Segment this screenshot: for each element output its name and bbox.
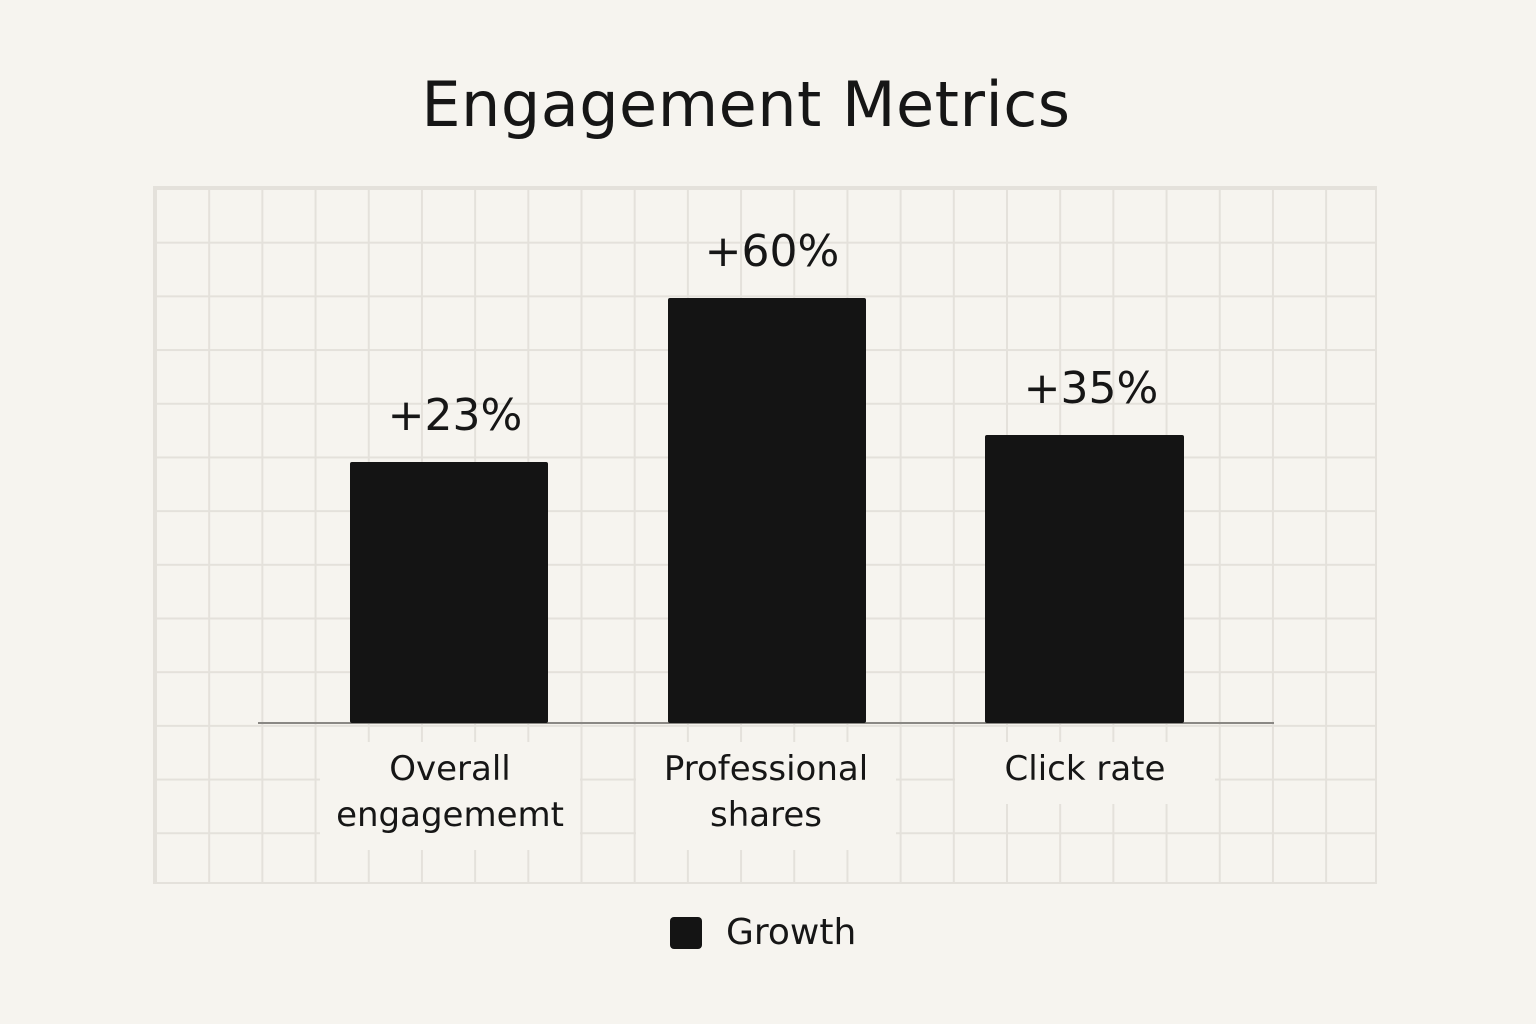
category-label-line: engagememt <box>336 795 564 835</box>
category-label-line: Click rate <box>1004 749 1166 789</box>
category-label-professional-shares: Professional shares <box>636 742 896 850</box>
value-label-click-rate: +35% <box>1023 363 1159 414</box>
bar-professional-shares <box>668 298 866 723</box>
chart-title: Engagement Metrics <box>421 68 1071 141</box>
x-axis-baseline <box>258 722 1274 724</box>
value-label-overall-engagement: +23% <box>387 390 523 441</box>
legend-label: Growth <box>726 912 857 953</box>
category-label-line: Professional <box>663 749 869 789</box>
legend: Growth <box>670 912 856 953</box>
bar-overall-engagement <box>350 462 548 723</box>
category-label-overall-engagement: Overall engagememt <box>320 742 580 850</box>
value-label-professional-shares: +60% <box>704 226 840 277</box>
category-label-line: shares <box>710 795 822 835</box>
category-label-line: Overall <box>389 749 511 789</box>
bar-click-rate <box>985 435 1184 723</box>
category-label-click-rate: Click rate <box>955 742 1215 804</box>
legend-swatch-icon <box>670 916 702 949</box>
